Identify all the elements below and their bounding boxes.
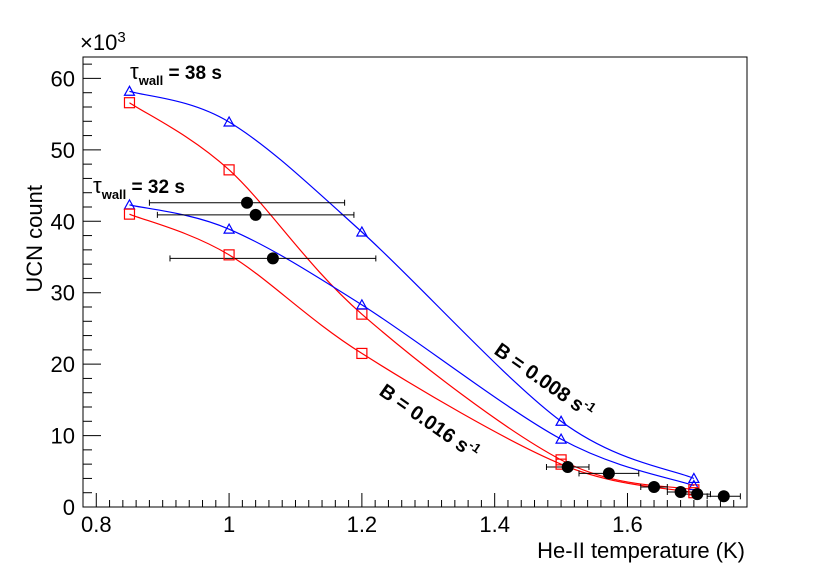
y-tick-label: 10 xyxy=(51,424,75,449)
x-tick-label: 0.8 xyxy=(81,512,112,537)
square-marker xyxy=(356,347,368,360)
y-multiplier-exponent: 3 xyxy=(117,29,125,46)
y-tick-label: 0 xyxy=(63,495,75,520)
tau-value: = 32 s xyxy=(126,177,185,198)
square-marker xyxy=(223,249,235,261)
x-tick-label: 1 xyxy=(223,512,235,537)
x-tick-label: 1.6 xyxy=(612,512,643,537)
data-point xyxy=(674,486,687,498)
y-tick-label: 40 xyxy=(51,209,75,234)
data-point xyxy=(561,461,574,473)
triangle-marker xyxy=(355,298,368,310)
y-tick-label: 60 xyxy=(51,66,75,91)
tau-subscript: wall xyxy=(138,73,164,88)
fit-curves xyxy=(129,90,695,494)
annotation-tau-32: τwall = 32 s xyxy=(93,173,185,202)
data-point xyxy=(602,467,615,480)
square-marker xyxy=(223,164,235,176)
data-point xyxy=(691,488,704,501)
y-tick-label: 30 xyxy=(51,281,75,306)
x-tick-label: 1.2 xyxy=(347,512,378,537)
fit-curve xyxy=(129,204,695,487)
data-point xyxy=(717,490,730,503)
data-point xyxy=(648,481,661,493)
data-point xyxy=(241,196,254,209)
data-point xyxy=(266,252,279,265)
x-tick-label: 1.4 xyxy=(479,512,510,537)
axes: 0.8 1 1.2 1.4 1.6 0 10 20 30 40 50 60 xyxy=(51,63,748,537)
triangle-marker xyxy=(223,115,236,127)
tau-value: = 38 s xyxy=(163,63,222,84)
error-bars xyxy=(148,199,741,500)
b-label-base: B = 0.008 s xyxy=(490,339,588,417)
square-marker xyxy=(123,97,136,109)
annotation-b-0016: B = 0.016 s-1 xyxy=(375,378,484,465)
triangle-marker xyxy=(555,432,568,444)
y-axis-title: UCN count xyxy=(22,185,47,293)
plot-frame xyxy=(82,56,748,508)
annotation-tau-38: τwall = 38 s xyxy=(130,59,222,88)
data-point xyxy=(249,208,262,221)
y-tick-label: 50 xyxy=(51,138,75,163)
square-marker xyxy=(123,208,136,220)
markers xyxy=(123,85,730,503)
x-axis-title: He-II temperature (K) xyxy=(537,538,745,563)
tau-symbol: τ xyxy=(93,173,102,198)
annotation-b-0008: B = 0.008 s-1 xyxy=(490,337,599,424)
y-multiplier-base: ×10 xyxy=(80,30,117,55)
fit-curve xyxy=(129,213,695,494)
triangle-marker xyxy=(687,472,700,484)
triangle-marker xyxy=(223,222,236,234)
fit-curve xyxy=(129,90,695,479)
triangle-marker xyxy=(555,415,568,426)
tau-subscript: wall xyxy=(101,187,127,202)
fit-curve xyxy=(129,102,695,491)
y-tick-label: 20 xyxy=(51,352,75,377)
tau-symbol: τ xyxy=(130,59,139,84)
y-axis-multiplier: ×103 xyxy=(80,29,126,55)
triangle-marker xyxy=(355,225,368,237)
triangle-marker xyxy=(123,85,136,96)
